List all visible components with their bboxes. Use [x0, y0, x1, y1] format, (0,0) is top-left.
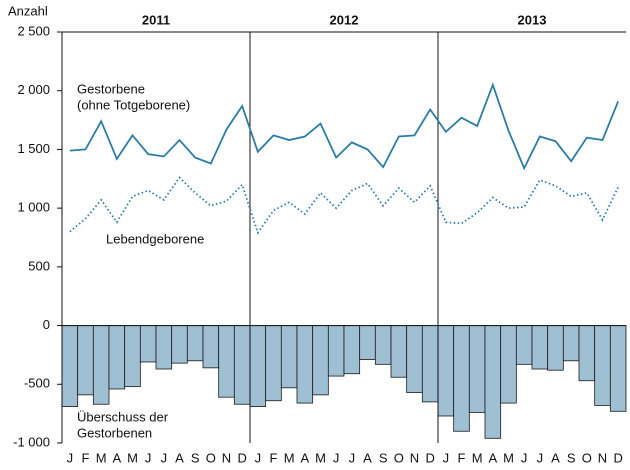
bar	[312, 325, 329, 396]
bar	[578, 325, 596, 382]
y-tick-label: 2 000	[17, 82, 50, 97]
bar	[609, 325, 627, 412]
x-tick-label: N	[222, 450, 231, 465]
x-tick-label: J	[145, 450, 152, 465]
series-annotation: (ohne Totgeborene)	[77, 97, 190, 112]
bar	[484, 325, 502, 439]
x-tick-label: D	[425, 450, 434, 465]
x-tick-label: F	[82, 450, 90, 465]
x-tick-label: N	[598, 450, 607, 465]
x-tick-label: M	[284, 450, 295, 465]
bar	[108, 325, 126, 390]
x-tick-label: J	[443, 450, 450, 465]
series-annotation: Gestorbene	[77, 81, 145, 96]
x-tick-label: J	[537, 450, 544, 465]
bar	[437, 325, 455, 417]
bar	[327, 325, 345, 377]
y-tick-label: 0	[43, 317, 50, 332]
line-series	[69, 82, 620, 171]
bar	[531, 325, 549, 370]
year-label: 2012	[330, 12, 359, 27]
x-tick-label: A	[112, 450, 121, 465]
bar	[77, 325, 94, 396]
year-label: 2013	[518, 12, 547, 27]
x-tick-label: A	[488, 450, 497, 465]
bar	[500, 325, 517, 404]
y-tick-label: -500	[24, 376, 50, 391]
x-tick-label: O	[582, 450, 592, 465]
bar	[249, 325, 267, 407]
line-series	[69, 176, 619, 235]
series-annotation: Lebendgeborene	[106, 231, 204, 246]
bar	[92, 325, 110, 405]
bar	[139, 325, 157, 363]
x-tick-label: A	[300, 450, 309, 465]
y-tick-label: -1 000	[13, 434, 50, 449]
bar	[374, 325, 392, 365]
bar	[171, 325, 188, 364]
y-axis-label: Anzahl	[8, 3, 48, 18]
bar	[453, 325, 470, 432]
year-label: 2011	[142, 12, 170, 27]
series-annotation: Überschuss der	[77, 409, 169, 424]
x-tick-label: F	[458, 450, 466, 465]
x-tick-label: O	[394, 450, 404, 465]
y-tick-label: 500	[28, 258, 50, 273]
bar	[515, 325, 533, 365]
y-tick-label: 2 500	[17, 23, 50, 38]
x-tick-label: M	[96, 450, 107, 465]
x-tick-label: M	[127, 450, 138, 465]
bar	[233, 325, 251, 405]
series-annotation: Gestorbenen	[77, 425, 152, 440]
x-tick-label: S	[379, 450, 388, 465]
bar	[202, 325, 220, 369]
bar	[359, 325, 376, 361]
x-tick-label: J	[349, 450, 356, 465]
x-tick-label: A	[175, 450, 184, 465]
x-tick-label: S	[567, 450, 576, 465]
x-tick-label: J	[333, 450, 340, 465]
x-tick-label: O	[206, 450, 216, 465]
bar	[124, 325, 141, 388]
bar	[155, 325, 173, 370]
x-tick-label: F	[270, 450, 278, 465]
bar	[280, 325, 298, 389]
x-tick-label: A	[551, 450, 560, 465]
y-tick-label: 1 500	[17, 141, 50, 156]
bar	[594, 325, 611, 406]
bar	[265, 325, 282, 402]
bar	[296, 325, 314, 404]
bar	[390, 325, 408, 378]
x-tick-label: S	[191, 450, 200, 465]
x-tick-label: J	[67, 450, 74, 465]
x-tick-label: A	[363, 450, 372, 465]
bar	[562, 325, 580, 362]
bar	[61, 325, 79, 407]
bar	[468, 325, 486, 413]
bar	[343, 325, 361, 375]
x-tick-label: J	[255, 450, 262, 465]
y-tick-label: 1 000	[17, 200, 50, 215]
x-tick-label: D	[237, 450, 246, 465]
x-tick-label: J	[521, 450, 528, 465]
x-tick-label: J	[161, 450, 168, 465]
bar	[218, 325, 235, 398]
bar	[421, 325, 439, 403]
bar	[547, 325, 564, 371]
x-tick-label: D	[613, 450, 622, 465]
bar	[406, 325, 423, 393]
x-tick-label: M	[315, 450, 326, 465]
x-tick-label: M	[503, 450, 514, 465]
bar	[186, 325, 204, 362]
x-tick-label: N	[410, 450, 419, 465]
x-tick-label: M	[472, 450, 483, 465]
